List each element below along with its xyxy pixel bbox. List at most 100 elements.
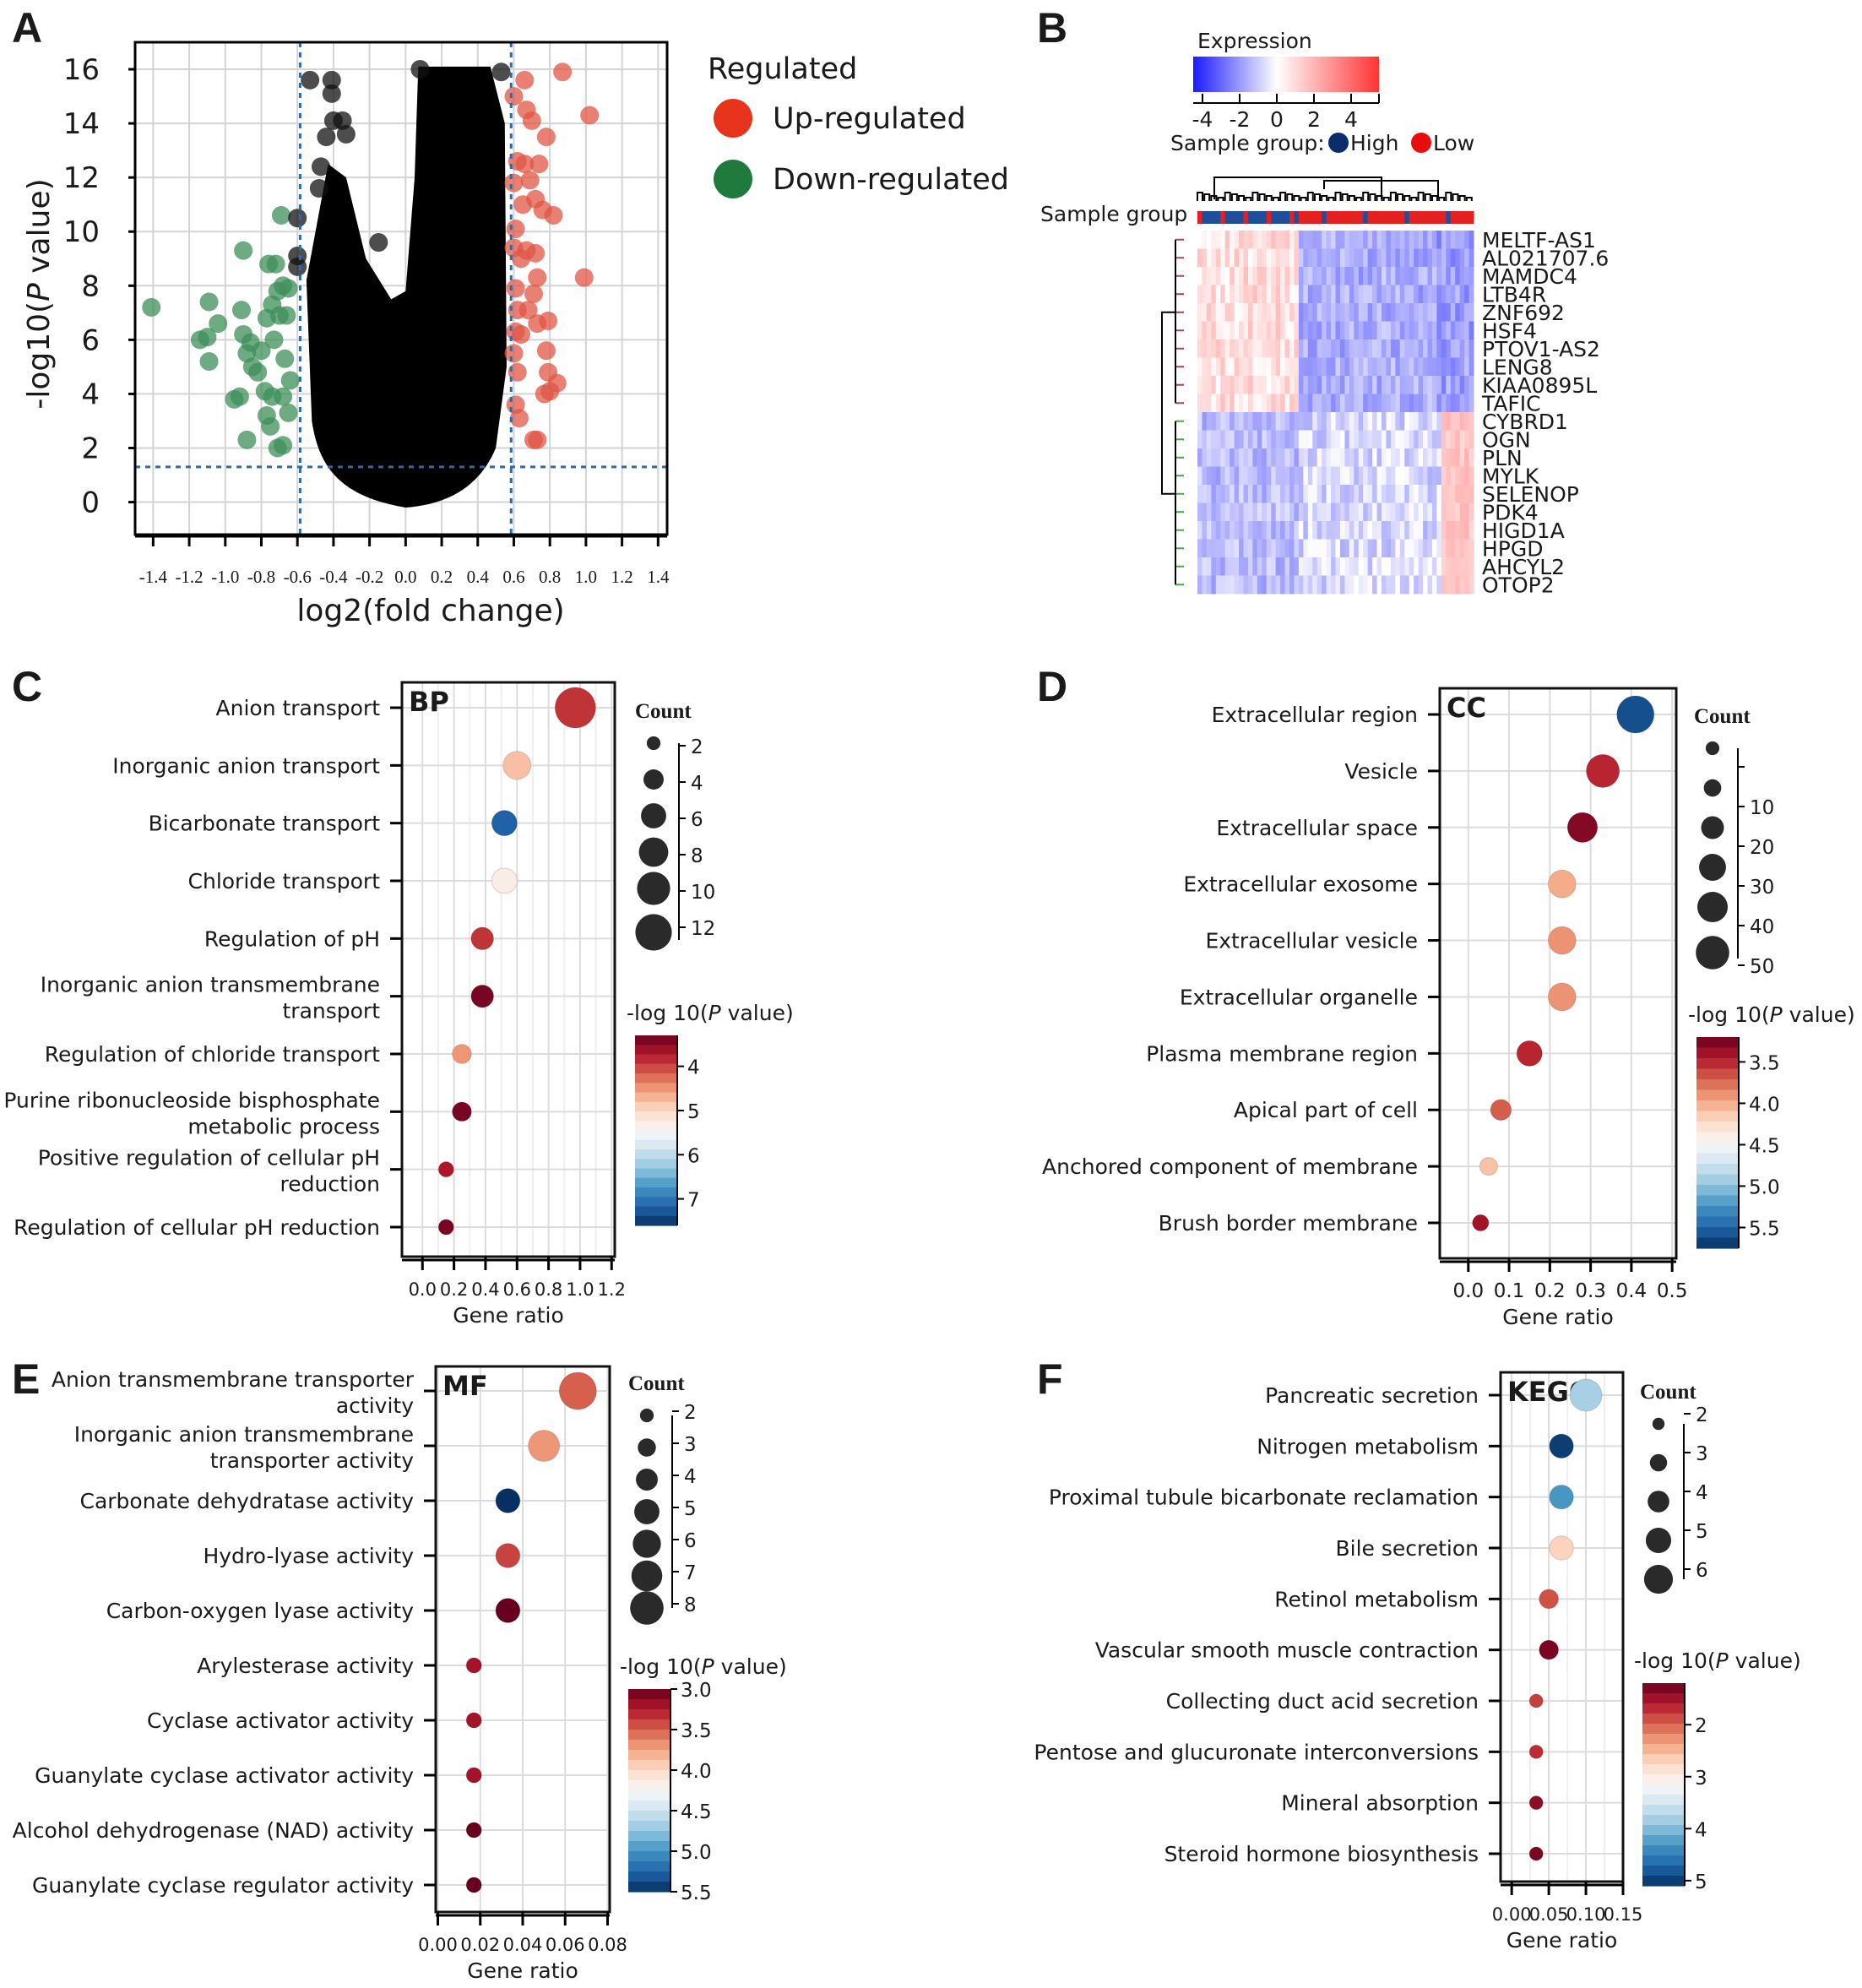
- category-label: Bile secretion: [1335, 1536, 1479, 1561]
- heatmap-cell: [1335, 521, 1341, 540]
- heatmap-cell: [1197, 394, 1202, 413]
- y-tick-label: 0: [81, 486, 100, 520]
- heatmap-cell: [1252, 521, 1258, 540]
- heatmap-cell: [1280, 466, 1286, 486]
- heatmap-cell: [1230, 376, 1235, 394]
- heatmap-cell: [1275, 267, 1281, 285]
- heatmap-cell: [1395, 412, 1401, 431]
- heatmap-cell: [1455, 303, 1461, 322]
- heatmap-cell: [1450, 557, 1456, 576]
- column-dendrogram-branch: [1465, 197, 1473, 201]
- heatmap-cell: [1197, 267, 1202, 285]
- column-dendrogram-branch: [1197, 192, 1203, 201]
- y-tick-label: 2: [81, 432, 100, 465]
- heatmap-cell: [1335, 394, 1341, 413]
- category-label: Mineral absorption: [1281, 1791, 1479, 1816]
- heatmap-cell: [1418, 376, 1424, 394]
- heatmap-cell: [1441, 321, 1447, 340]
- heatmap-cell: [1206, 303, 1212, 322]
- column-dendrogram-branch: [1397, 193, 1404, 201]
- up-point: [518, 301, 538, 320]
- column-dendrogram-branch: [1389, 192, 1397, 201]
- heatmap-cell: [1224, 376, 1230, 394]
- pvalue-colorbar-segment: [628, 1730, 670, 1741]
- heatmap-cell: [1339, 539, 1345, 558]
- heatmap-cell: [1271, 339, 1277, 358]
- heatmap-cell: [1322, 248, 1327, 268]
- bubble: [491, 810, 518, 837]
- sample-group-cell: [1197, 211, 1202, 224]
- heatmap-cell: [1468, 430, 1474, 449]
- heatmap-cell: [1206, 502, 1212, 522]
- heatmap-cell: [1230, 502, 1235, 522]
- heatmap-cell: [1427, 557, 1433, 576]
- heatmap-cell: [1322, 376, 1327, 394]
- heatmap-cell: [1215, 394, 1221, 413]
- up-point: [515, 70, 535, 90]
- heatmap-cell: [1446, 557, 1452, 576]
- heatmap-cell: [1418, 231, 1424, 249]
- heatmap-cell: [1349, 412, 1354, 431]
- heatmap-cell: [1307, 502, 1313, 522]
- heatmap-cell: [1262, 376, 1268, 394]
- bubble: [1547, 982, 1577, 1012]
- heatmap-cell: [1197, 521, 1202, 540]
- heatmap-cell: [1395, 394, 1401, 413]
- heatmap-cell: [1271, 321, 1277, 340]
- heatmap-cell: [1316, 448, 1322, 467]
- heatmap-cell: [1202, 285, 1208, 304]
- heatmap-cell: [1224, 357, 1230, 377]
- heatmap-cell: [1399, 303, 1405, 322]
- heatmap-cell: [1372, 357, 1378, 377]
- heatmap-cell: [1404, 394, 1410, 413]
- heatmap-cell: [1431, 376, 1437, 394]
- pvalue-colorbar-label: 5.0: [1749, 1176, 1780, 1198]
- heatmap-cell: [1275, 303, 1281, 322]
- heatmap-cell: [1423, 575, 1428, 595]
- heatmap-cell: [1211, 539, 1217, 558]
- pvalue-colorbar-segment: [1642, 1825, 1685, 1836]
- pvalue-colorbar-segment: [628, 1709, 670, 1720]
- heatmap-cell: [1455, 557, 1461, 576]
- heatmap-cell: [1468, 575, 1474, 595]
- heatmap-cell: [1409, 448, 1414, 467]
- heatmap-cell: [1399, 557, 1405, 576]
- heatmap-cell: [1354, 248, 1360, 268]
- heatmap-cell: [1468, 267, 1474, 285]
- sample-group-cell: [1234, 211, 1240, 224]
- heatmap-cell: [1468, 521, 1474, 540]
- panel-tag: MF: [442, 1370, 488, 1402]
- heatmap-cell: [1298, 394, 1304, 413]
- category-label: Guanylate cyclase activator activity: [35, 1763, 414, 1788]
- heatmap-cell: [1418, 575, 1424, 595]
- bubble: [1566, 812, 1599, 843]
- heatmap-cell: [1372, 557, 1378, 576]
- heatmap-cell: [1339, 321, 1345, 340]
- heatmap-cell: [1414, 485, 1420, 503]
- panel-label-b: B: [1037, 4, 1067, 52]
- column-dendrogram-branch: [1203, 193, 1211, 201]
- sample-group-cell: [1243, 211, 1249, 224]
- heatmap-cell: [1409, 285, 1414, 304]
- heatmap-cell: [1257, 248, 1262, 268]
- heatmap-cell: [1312, 539, 1318, 558]
- heatmap-cell: [1390, 521, 1396, 540]
- heatmap-cell: [1331, 285, 1336, 304]
- heatmap-cell: [1312, 321, 1318, 340]
- heatmap-cell: [1239, 285, 1244, 304]
- sample-group-cell: [1294, 211, 1300, 224]
- heatmap-cell: [1234, 357, 1240, 377]
- heatmap-cell: [1303, 557, 1309, 576]
- category-label: Hydro-lyase activity: [203, 1544, 414, 1568]
- heatmap-cell: [1294, 412, 1300, 431]
- pvalue-colorbar-segment: [1696, 1089, 1739, 1101]
- pvalue-colorbar-label: 3.5: [681, 1720, 712, 1742]
- heatmap-cell: [1326, 539, 1332, 558]
- panel-label-d: D: [1037, 663, 1067, 710]
- heatmap-cell: [1376, 575, 1382, 595]
- heatmap-cell: [1266, 521, 1272, 540]
- heatmap-cell: [1215, 521, 1221, 540]
- heatmap-cell: [1280, 267, 1286, 285]
- pvalue-colorbar-segment: [628, 1719, 670, 1730]
